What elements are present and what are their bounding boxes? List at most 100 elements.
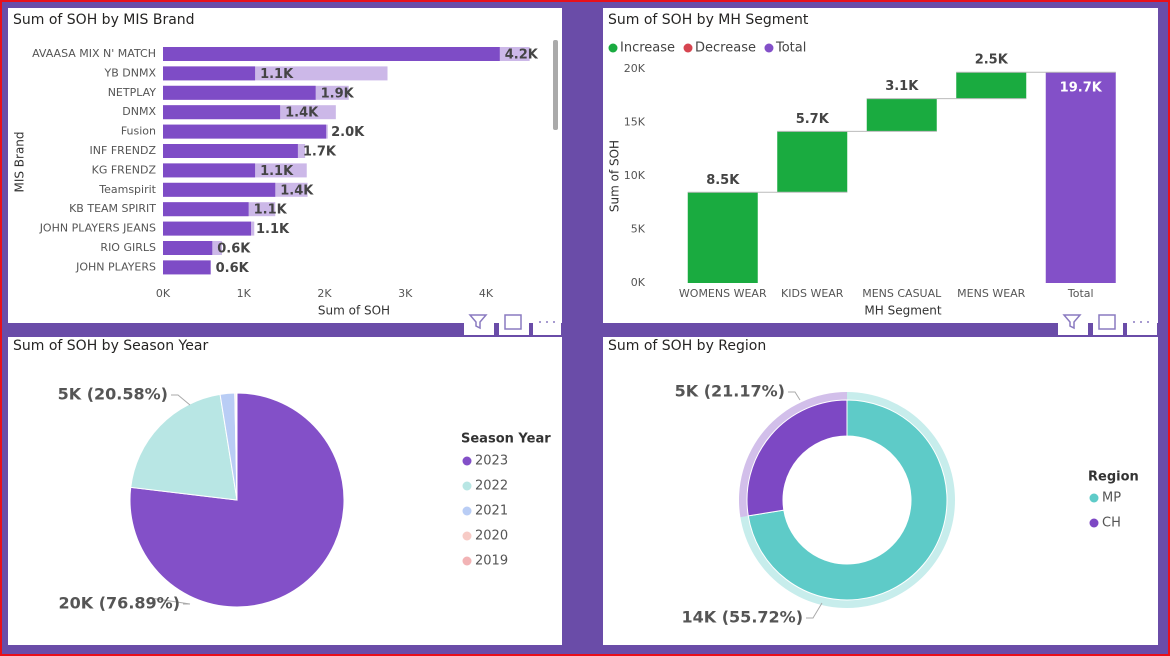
x-tick-label: WOMENS WEAR xyxy=(679,287,767,300)
legend-label: 2019 xyxy=(475,554,508,569)
legend-marker xyxy=(462,531,472,541)
bar xyxy=(163,105,281,120)
legend-marker xyxy=(764,43,774,53)
data-label: 0.6K xyxy=(217,242,251,257)
legend-marker xyxy=(462,556,472,566)
y-tick-label: KG FRENDZ xyxy=(92,163,157,176)
y-tick-label: 5K xyxy=(631,223,646,236)
bar xyxy=(687,192,758,283)
legend-marker xyxy=(462,481,472,491)
data-label: 5K (20.58%) xyxy=(58,385,168,404)
bar xyxy=(163,144,298,158)
x-tick-label: MENS CASUAL xyxy=(862,287,942,300)
legend-marker xyxy=(1089,493,1099,503)
x-tick-label: 4K xyxy=(479,287,494,300)
data-label: 2.5K xyxy=(975,53,1009,68)
chart-title: Sum of SOH by Region xyxy=(608,338,766,354)
data-label: 1.1K xyxy=(260,164,294,179)
y-tick-label: YB DNMX xyxy=(104,66,157,79)
data-label: 1.4K xyxy=(285,106,319,121)
bar xyxy=(1045,72,1116,284)
legend-marker xyxy=(608,43,618,53)
y-tick-label: Fusion xyxy=(121,125,156,138)
data-label: 1.1K xyxy=(256,222,290,237)
y-tick-label: JOHN PLAYERS xyxy=(75,260,156,273)
data-label: 1.1K xyxy=(254,203,288,218)
data-label: 5.7K xyxy=(796,112,830,127)
leader-line xyxy=(806,602,823,619)
y-tick-label: Teamspirit xyxy=(98,183,156,196)
bar xyxy=(956,72,1027,99)
legend-label: Increase xyxy=(620,41,675,56)
scrollbar[interactable] xyxy=(553,40,558,130)
legend-marker xyxy=(462,506,472,516)
x-tick-label: 2K xyxy=(317,287,332,300)
chart-title: Sum of SOH by MIS Brand xyxy=(13,12,195,28)
y-tick-label: RIO GIRLS xyxy=(100,241,156,254)
bar xyxy=(163,221,252,236)
x-axis-label: Sum of SOH xyxy=(318,304,390,318)
x-tick-label: Total xyxy=(1067,287,1094,300)
legend-marker xyxy=(683,43,693,53)
legend-label: MP xyxy=(1102,491,1121,506)
data-label: 1.7K xyxy=(303,145,337,160)
legend-marker xyxy=(1089,518,1099,528)
y-tick-label: JOHN PLAYERS JEANS xyxy=(39,222,156,235)
legend-label: 2020 xyxy=(475,529,508,544)
data-label: 20K (76.89%) xyxy=(59,594,181,613)
x-tick-label: 3K xyxy=(398,287,413,300)
chart-title: Sum of SOH by MH Segment xyxy=(608,12,809,28)
y-tick-label: 10K xyxy=(624,169,646,182)
y-tick-label: INF FRENDZ xyxy=(90,144,157,157)
y-tick-label: 0K xyxy=(631,276,646,289)
data-label: 1.1K xyxy=(260,67,294,82)
y-axis-label: Sum of SOH xyxy=(608,140,622,212)
leader-line xyxy=(171,394,191,406)
bar xyxy=(163,202,249,217)
legend-label: CH xyxy=(1102,516,1121,531)
bar xyxy=(163,241,213,255)
y-axis-label: MIS Brand xyxy=(13,131,27,192)
bar xyxy=(163,260,211,275)
y-tick-label: 15K xyxy=(624,116,646,129)
legend-label: Decrease xyxy=(695,41,756,56)
bar xyxy=(163,182,276,197)
legend-label: 2023 xyxy=(475,454,508,469)
data-label: 4.2K xyxy=(505,48,539,63)
legend-label: Total xyxy=(775,41,806,56)
leader-line xyxy=(788,391,801,401)
data-label: 5K (21.17%) xyxy=(675,382,785,401)
data-label: 2.0K xyxy=(331,125,365,140)
data-label: 1.9K xyxy=(321,86,355,101)
bar xyxy=(777,131,848,193)
x-tick-label: MENS WEAR xyxy=(957,287,1026,300)
chart-title: Sum of SOH by Season Year xyxy=(13,338,208,354)
y-tick-label: DNMX xyxy=(122,105,156,118)
x-tick-label: 1K xyxy=(237,287,252,300)
bar xyxy=(163,163,256,178)
data-label: 8.5K xyxy=(706,173,740,188)
x-tick-label: 0K xyxy=(156,287,171,300)
legend-title: Region xyxy=(1088,470,1139,485)
data-label: 19.7K xyxy=(1060,81,1103,96)
legend-title: Season Year xyxy=(461,432,551,447)
leader-line xyxy=(149,597,191,605)
y-tick-label: KB TEAM SPIRIT xyxy=(69,202,156,215)
data-label: 3.1K xyxy=(885,79,919,94)
legend-label: 2022 xyxy=(475,479,508,494)
bar xyxy=(163,124,327,139)
legend-marker xyxy=(462,456,472,466)
legend-label: 2021 xyxy=(475,504,508,519)
pie-slice xyxy=(130,393,238,501)
bar xyxy=(163,47,500,61)
y-tick-label: NETPLAY xyxy=(108,86,157,99)
y-tick-label: 20K xyxy=(624,62,646,75)
data-label: 14K (55.72%) xyxy=(682,608,804,627)
bar xyxy=(163,66,256,81)
y-tick-label: AVAASA MIX N' MATCH xyxy=(32,47,156,60)
x-axis-label: MH Segment xyxy=(864,304,941,318)
toolbar xyxy=(464,309,1157,335)
donut-slice xyxy=(747,399,948,601)
bar xyxy=(163,85,316,100)
